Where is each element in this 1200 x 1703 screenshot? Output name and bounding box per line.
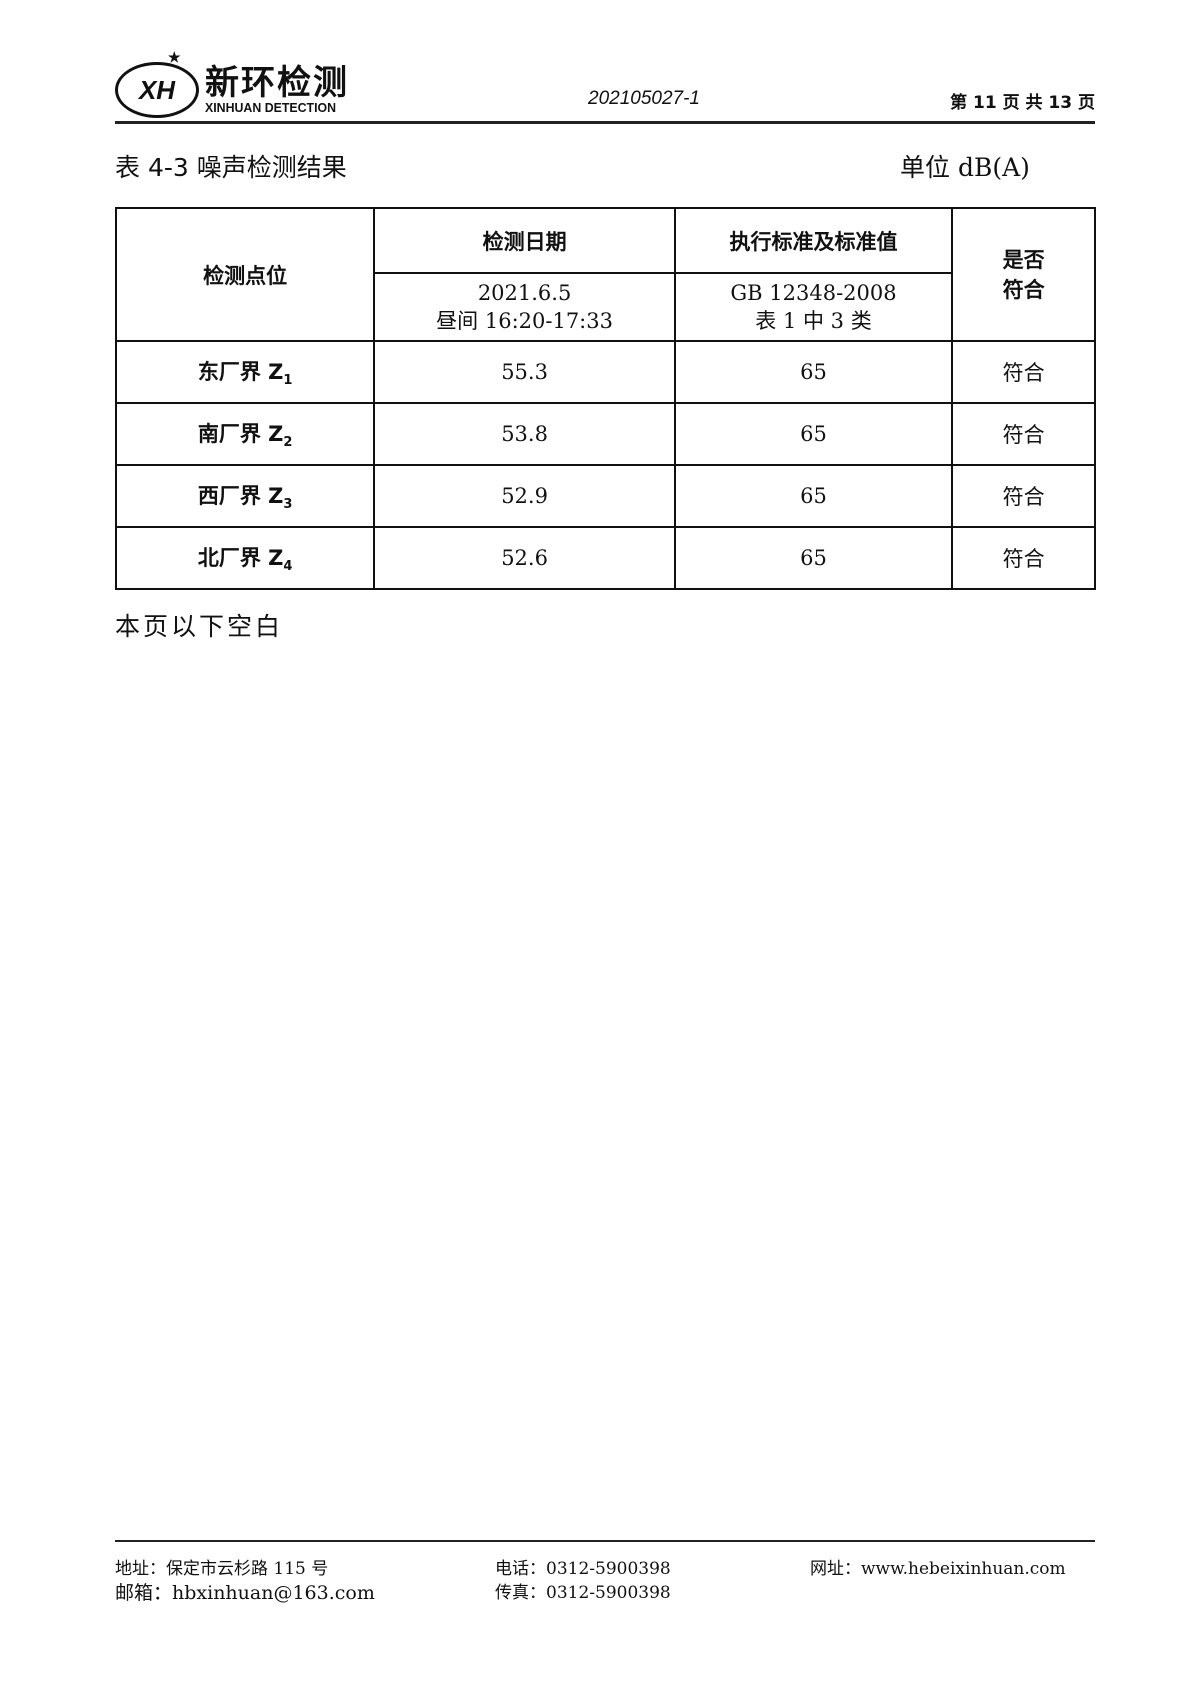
date-value: 2021.6.5 — [477, 281, 572, 305]
footer-address: 地址：保定市云杉路 115 号 — [115, 1559, 329, 1579]
logo-emblem: ★ XH — [115, 49, 199, 118]
limit-cell: 65 — [673, 340, 954, 404]
header-date: 检测日期 — [373, 207, 676, 274]
logo-cn: 新环检测 — [205, 63, 349, 103]
footer-fax: 传真：0312-5900398 — [495, 1583, 671, 1603]
footer-divider — [115, 1540, 1095, 1542]
standard-class: 表 1 中 3 类 — [755, 309, 872, 333]
point-cell: 东厂界 Z1 — [114, 340, 376, 404]
header-comply: 是否符合 — [951, 207, 1096, 342]
standard-cell: GB 12348-2008 表 1 中 3 类 — [673, 272, 954, 342]
value-cell: 55.3 — [373, 340, 676, 404]
limit-cell: 65 — [673, 464, 954, 528]
table-row: 西厂界 Z3 52.9 65 符合 — [114, 464, 1096, 528]
result-cell: 符合 — [951, 464, 1096, 528]
point-cell: 西厂界 Z3 — [114, 464, 376, 528]
noise-results-table: 检测点位 检测日期 执行标准及标准值 是否符合 2021.6.5 昼间 16:20… — [114, 207, 1096, 590]
table-row: 北厂界 Z4 52.6 65 符合 — [114, 526, 1096, 590]
logo-mark: XH — [138, 74, 176, 105]
footer-phone: 电话：0312-5900398 — [495, 1559, 671, 1579]
table-row: 东厂界 Z1 55.3 65 符合 — [114, 340, 1096, 404]
limit-cell: 65 — [673, 402, 954, 466]
result-cell: 符合 — [951, 526, 1096, 590]
header-comply-text: 是否符合 — [1002, 247, 1045, 302]
header-divider — [115, 121, 1095, 124]
logo-en: XINHUAN DETECTION — [205, 100, 337, 115]
header-standard: 执行标准及标准值 — [673, 207, 954, 274]
result-cell: 符合 — [951, 340, 1096, 404]
star-icon: ★ — [168, 49, 181, 65]
report-number: 202105027-1 — [588, 88, 700, 109]
value-cell: 52.9 — [373, 464, 676, 528]
result-cell: 符合 — [951, 402, 1096, 466]
company-logo: ★ XH 新环检测 XINHUAN DETECTION — [115, 49, 349, 118]
table-title: 表 4-3 噪声检测结果 — [115, 153, 347, 182]
footer-website: 网址：www.hebeixinhuan.com — [810, 1559, 1066, 1579]
table-row: 南厂界 Z2 53.8 65 符合 — [114, 402, 1096, 466]
header-point: 检测点位 — [114, 207, 376, 342]
standard-value: GB 12348-2008 — [730, 281, 897, 305]
value-cell: 52.6 — [373, 526, 676, 590]
date-cell: 2021.6.5 昼间 16:20-17:33 — [373, 272, 676, 342]
point-cell: 北厂界 Z4 — [114, 526, 376, 590]
blank-note: 本页以下空白 — [115, 612, 284, 641]
unit-label: 单位 dB(A) — [900, 153, 1030, 182]
point-cell: 南厂界 Z2 — [114, 402, 376, 466]
date-time: 昼间 16:20-17:33 — [436, 309, 613, 333]
footer-email: 邮箱：hbxinhuan@163.com — [115, 1582, 375, 1604]
value-cell: 53.8 — [373, 402, 676, 466]
limit-cell: 65 — [673, 526, 954, 590]
page-info: 第 11 页 共 13 页 — [950, 93, 1095, 113]
